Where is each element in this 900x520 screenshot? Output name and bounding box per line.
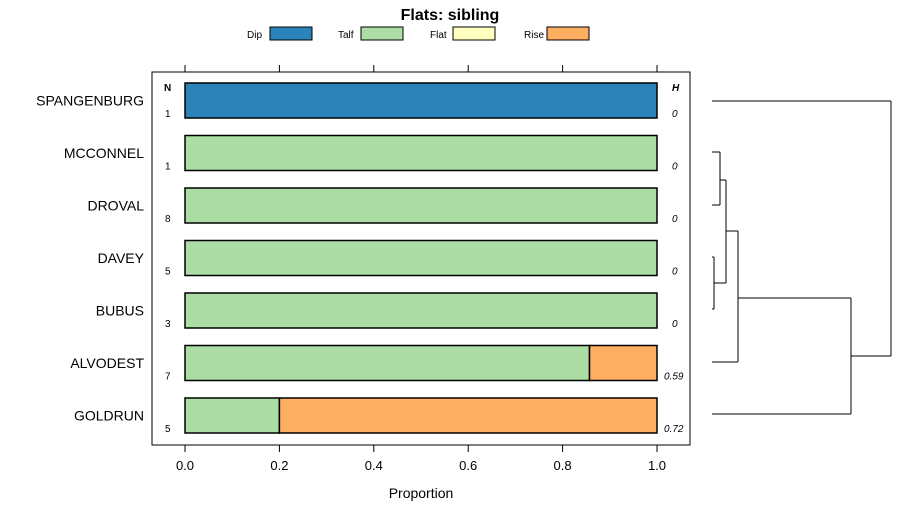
rows: SPANGENBURG 1 0 MCCONNEL 1 0 DROVAL 8 0 DAVEY 5 0 BU… bbox=[36, 82, 684, 435]
legend-label-flat: Flat bbox=[430, 30, 447, 41]
legend-label-rise: Rise bbox=[524, 30, 544, 41]
n-value: 3 bbox=[165, 319, 171, 330]
x-tick-label: 0.2 bbox=[270, 458, 288, 473]
row-label: MCCONNEL bbox=[64, 145, 144, 161]
h-value: 0.72 bbox=[664, 424, 684, 435]
row-label: BUBUS bbox=[96, 303, 144, 319]
legend-swatch-talf bbox=[360, 26, 404, 41]
row-label: DAVEY bbox=[98, 250, 145, 266]
n-value: 1 bbox=[165, 162, 171, 173]
legend-swatch-rise bbox=[546, 26, 590, 41]
x-axis: 0.0 0.2 0.4 0.6 0.8 1.0 bbox=[176, 65, 666, 473]
bar-segment-talf bbox=[184, 239, 658, 277]
h-value: 0 bbox=[672, 214, 678, 225]
bar-segment-talf bbox=[184, 134, 658, 172]
h-value: 0 bbox=[672, 162, 678, 173]
chart-title: Flats: sibling bbox=[401, 7, 500, 24]
bar-segment-rise bbox=[278, 397, 658, 434]
row-label: DROVAL bbox=[87, 198, 144, 214]
n-value: 7 bbox=[165, 372, 171, 383]
n-value: 8 bbox=[165, 214, 171, 225]
h-value: 0 bbox=[672, 109, 678, 120]
n-column-header: N bbox=[164, 83, 171, 94]
x-tick-label: 0.8 bbox=[554, 458, 572, 473]
legend-label-dip: Dip bbox=[247, 30, 262, 41]
h-value: 0 bbox=[672, 267, 678, 278]
row-label: GOLDRUN bbox=[74, 408, 144, 424]
bar-segment-talf bbox=[184, 344, 591, 382]
x-tick-label: 1.0 bbox=[648, 458, 666, 473]
row-label: ALVODEST bbox=[70, 355, 144, 371]
bar-segment-dip bbox=[184, 82, 658, 119]
bar-segment-talf bbox=[184, 187, 658, 224]
legend: Dip Talf Flat Rise bbox=[247, 26, 590, 41]
x-tick-label: 0.0 bbox=[176, 458, 194, 473]
n-value: 5 bbox=[165, 424, 171, 435]
h-value: 0 bbox=[672, 319, 678, 330]
bar-segment-talf bbox=[184, 397, 281, 434]
row-label: SPANGENBURG bbox=[36, 93, 144, 109]
bar-segment-rise bbox=[588, 344, 658, 382]
n-value: 5 bbox=[165, 267, 171, 278]
dendrogram bbox=[712, 100, 892, 415]
x-tick-label: 0.4 bbox=[365, 458, 383, 473]
h-column-header: H bbox=[672, 83, 680, 94]
h-value: 0.59 bbox=[664, 372, 684, 383]
legend-swatch-flat bbox=[452, 26, 496, 41]
n-value: 1 bbox=[165, 109, 171, 120]
x-tick-label: 0.6 bbox=[459, 458, 477, 473]
legend-label-talf: Talf bbox=[338, 30, 354, 41]
x-axis-label: Proportion bbox=[389, 485, 454, 501]
bar-segment-talf bbox=[184, 292, 658, 329]
legend-swatch-dip bbox=[269, 26, 313, 41]
plot-frame bbox=[151, 71, 691, 446]
